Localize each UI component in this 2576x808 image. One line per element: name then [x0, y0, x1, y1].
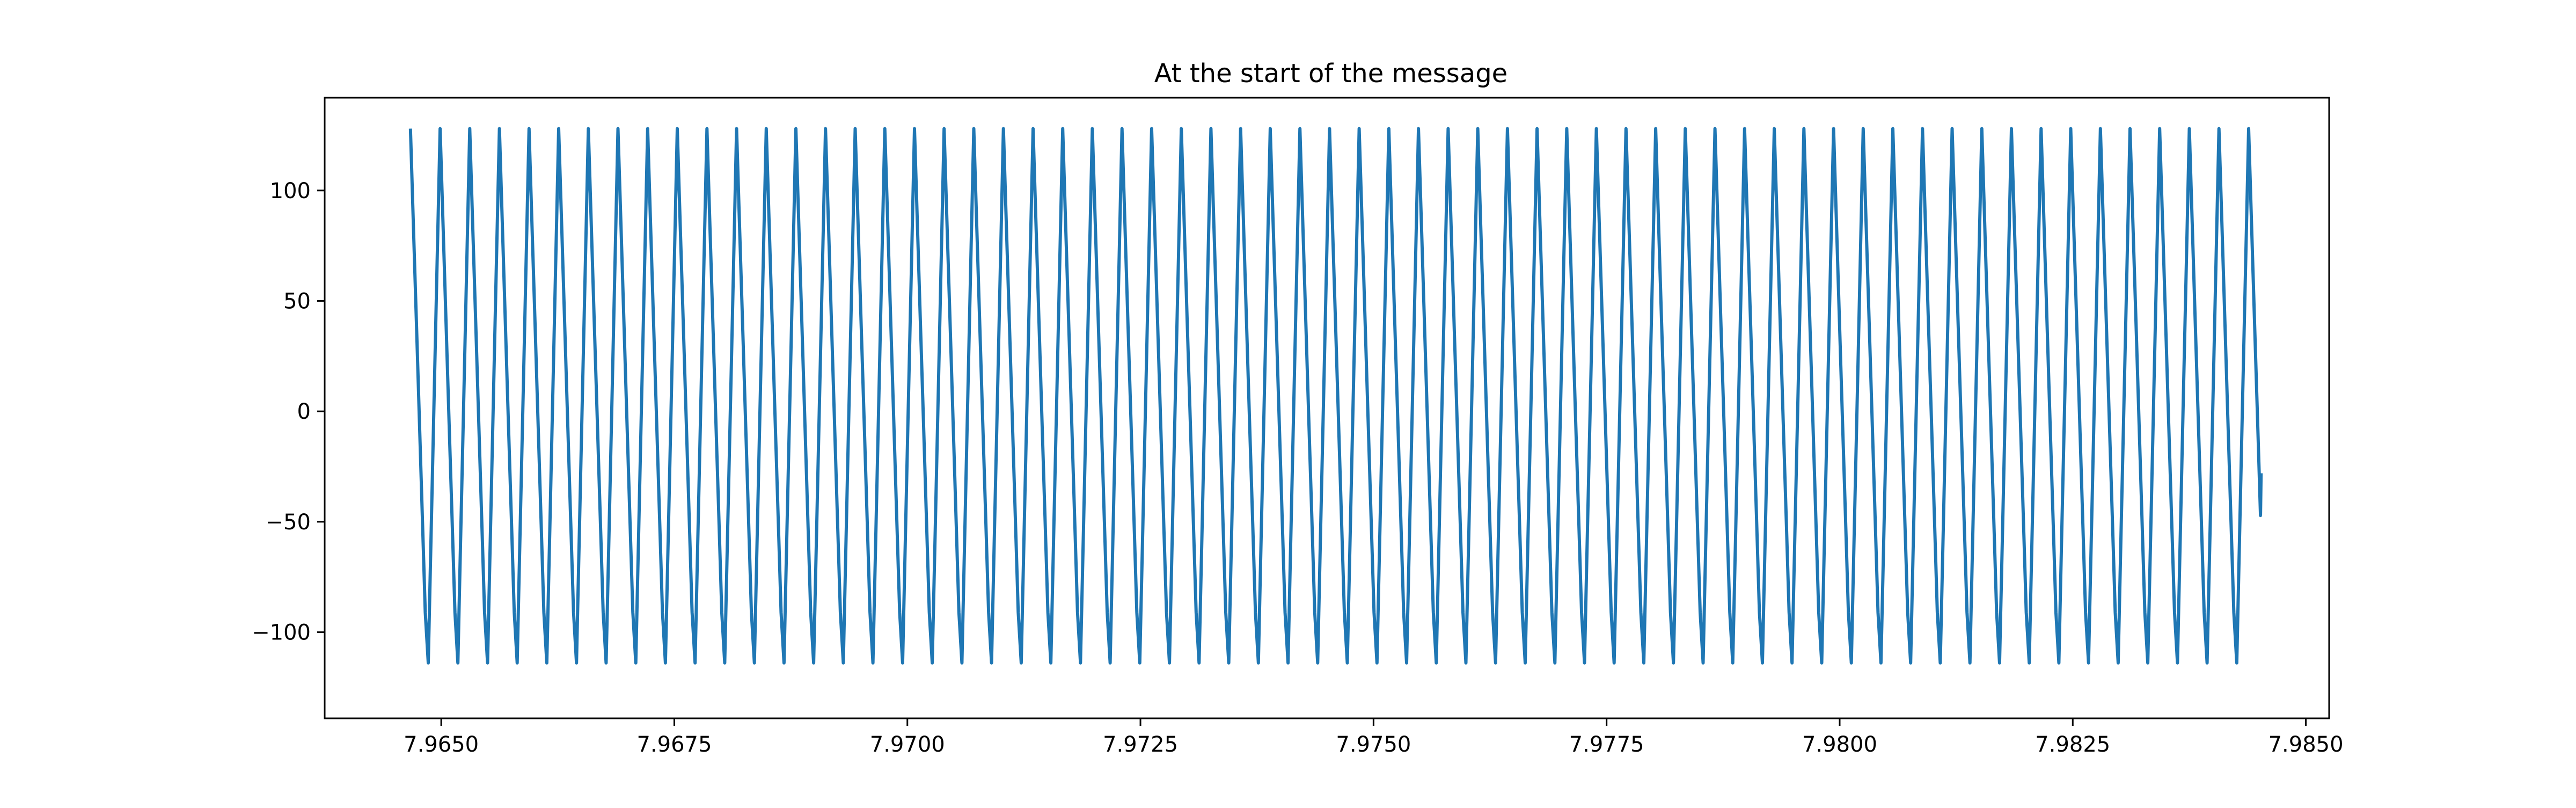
x-tick-label: 7.9700	[870, 732, 945, 757]
y-tick-label: 50	[283, 289, 311, 314]
axes-frame	[324, 97, 2330, 719]
x-tick-label: 7.9675	[636, 732, 712, 757]
x-tick-label: 7.9800	[1802, 732, 1877, 757]
line-layer	[408, 127, 2263, 665]
x-tick-label: 7.9825	[2035, 732, 2110, 757]
x-tick-label: 7.9850	[2268, 732, 2344, 757]
axes-layer: 7.9650 7.9675 7.9700 7.9725 7.9750 7.9775 7.98…	[252, 97, 2344, 757]
series-line-0	[408, 127, 2263, 665]
chart-title: At the start of the message	[1154, 59, 1507, 89]
y-tick-label: −100	[252, 621, 311, 645]
x-tick-label: 7.9775	[1569, 732, 1644, 757]
y-tick-label: 100	[270, 179, 311, 203]
x-tick-label: 7.9750	[1336, 732, 1411, 757]
x-tick-label: 7.9650	[404, 732, 479, 757]
y-tick-label: −50	[266, 510, 311, 535]
x-tick-label: 7.9725	[1103, 732, 1178, 757]
y-tick-label: 0	[297, 399, 311, 424]
